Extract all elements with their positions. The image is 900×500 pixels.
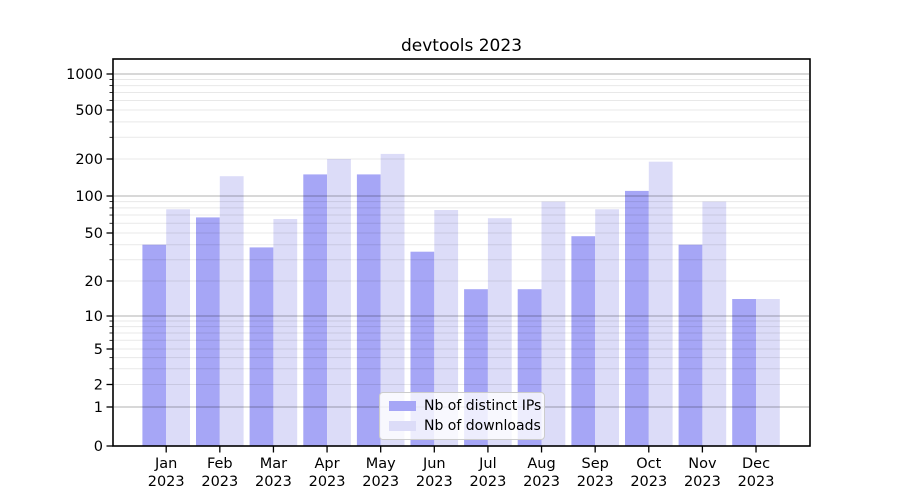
grid-minor: [114, 79, 809, 385]
y-tick-label: 50: [85, 226, 103, 242]
y-tick-label: 0: [94, 439, 103, 455]
bar-downloads-oct: [648, 161, 673, 446]
legend-swatch-distinct-ips: [389, 401, 416, 411]
chart-title: devtools 2023: [400, 36, 523, 56]
bar-downloads-sep: [595, 209, 619, 446]
x-axis: Jan 2023 Feb 2023 Mar 2023 Apr 2023 May 2023 Jun 20…: [148, 446, 775, 490]
x-tick-label-oct: Oct 2023: [630, 456, 667, 490]
x-tick-label-jun: Jun 2023: [416, 456, 453, 490]
y-tick-label: 10: [85, 309, 103, 325]
x-tick-label-feb: Feb 2023: [201, 456, 238, 490]
bar-downloads-feb: [219, 176, 244, 446]
bar-downloads-may: [380, 153, 405, 446]
bar-distinct-ips-mar: [249, 247, 274, 446]
bar-downloads-nov: [702, 201, 727, 446]
x-tick-label-nov: Nov 2023: [684, 456, 721, 490]
bar-downloads-mar: [273, 219, 298, 446]
y-tick-label: 200: [75, 152, 103, 168]
plot-border: [112, 58, 811, 447]
x-tick-label-jan: Jan 2023: [148, 456, 185, 490]
x-tick-label-sep: Sep 2023: [577, 456, 614, 490]
bar-distinct-ips-feb: [196, 217, 220, 446]
x-tick-label-mar: Mar 2023: [255, 456, 292, 490]
legend-item-distinct-ips: Nb of distinct IPs: [389, 398, 541, 414]
chart-legend: Nb of distinct IPs Nb of downloads: [379, 392, 545, 440]
x-tick-label-apr: Apr 2023: [309, 456, 346, 490]
y-axis: 0 1 2 5 10 20 50 100 200 500 1000: [66, 67, 113, 455]
y-tick-label: 100: [75, 189, 103, 205]
x-tick-label-may: May 2023: [362, 456, 399, 490]
legend-swatch-downloads: [389, 421, 416, 431]
y-tick-label: 1000: [66, 67, 103, 83]
y-tick-label: 20: [85, 274, 103, 290]
bar-distinct-ips-oct: [625, 190, 649, 446]
legend-item-downloads: Nb of downloads: [389, 418, 541, 434]
bar-distinct-ips-may: [356, 174, 381, 446]
x-tick-label-jul: Jul 2023: [469, 456, 506, 490]
y-tick-label: 5: [94, 342, 103, 358]
bar-downloads-jun: [434, 210, 459, 446]
bar-downloads-jul: [487, 218, 512, 446]
bar-distinct-ips-nov: [678, 244, 703, 446]
bar-distinct-ips-apr: [303, 174, 328, 446]
x-tick-label-dec: Dec 2023: [738, 456, 775, 490]
bar-downloads-apr: [327, 159, 351, 446]
y-tick-label: 2: [94, 378, 103, 394]
bar-downloads-jan: [166, 209, 190, 446]
bar-distinct-ips-sep: [571, 236, 596, 446]
legend-label-downloads: Nb of downloads: [424, 418, 541, 434]
legend-label-distinct-ips: Nb of distinct IPs: [424, 398, 542, 414]
y-tick-label: 1: [94, 400, 103, 416]
bar-distinct-ips-jan: [142, 244, 167, 446]
y-tick-label: 500: [75, 103, 103, 119]
bar-downloads-dec: [756, 299, 780, 446]
bar-distinct-ips-dec: [732, 299, 756, 446]
bar-downloads-aug: [541, 201, 566, 446]
x-tick-label-aug: Aug 2023: [523, 456, 560, 490]
